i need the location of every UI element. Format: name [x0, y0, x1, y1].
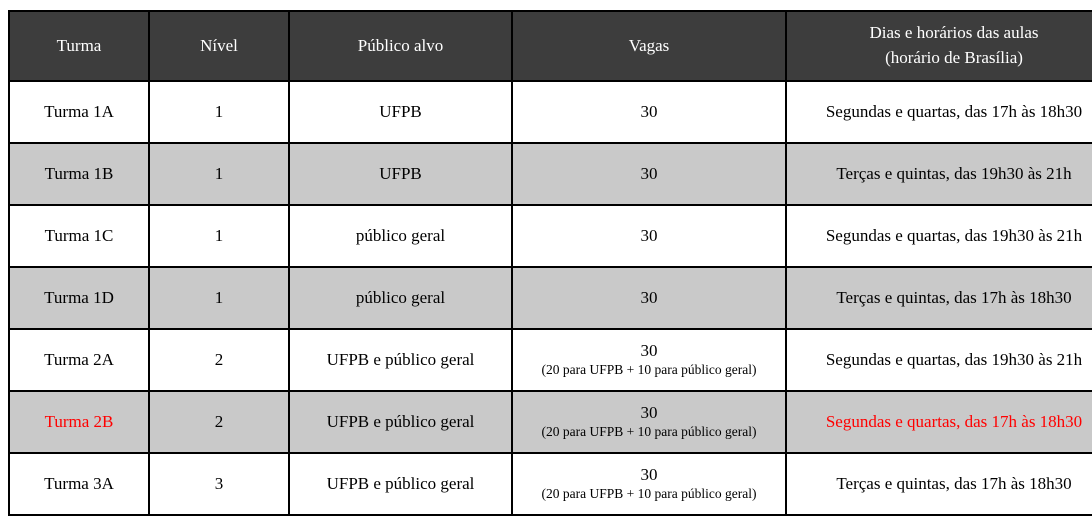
header-cell-turma: Turma: [8, 10, 150, 82]
cell-vagas: 30: [511, 204, 787, 268]
cell-vagas: 30 (20 para UFPB + 10 para público geral): [511, 328, 787, 392]
cell-nivel: 3: [148, 452, 290, 516]
cell-vagas: 30: [511, 266, 787, 330]
table-row: Turma 1A 1 UFPB 30 Segundas e quartas, das 1…: [8, 80, 1092, 144]
table-row: Turma 1C 1 público geral 30 Segundas e quart…: [8, 204, 1092, 268]
cell-vagas: 30 (20 para UFPB + 10 para público geral): [511, 390, 787, 454]
cell-turma: Turma 2A: [8, 328, 150, 392]
cell-nivel: 2: [148, 328, 290, 392]
cell-nivel: 1: [148, 204, 290, 268]
cell-publico-alvo: público geral: [288, 266, 513, 330]
header-cell-nivel: Nível: [148, 10, 290, 82]
cell-turma: Turma 2B: [8, 390, 150, 454]
cell-dias-horarios: Segundas e quartas, das 17h às 18h30: [785, 390, 1092, 454]
cell-nivel: 1: [148, 142, 290, 206]
header-cell-dias-horarios: Dias e horários das aulas (horário de Br…: [785, 10, 1092, 82]
vagas-count: 30: [640, 163, 658, 183]
header-row: Turma Nível Público alvo Vagas Dias e ho…: [8, 10, 1092, 82]
cell-dias-horarios: Terças e quintas, das 19h30 às 21h: [785, 142, 1092, 206]
header-cell-publico-alvo: Público alvo: [288, 10, 513, 82]
vagas-breakdown: (20 para UFPB + 10 para público geral): [541, 423, 757, 439]
vagas-count: 30: [640, 403, 658, 423]
header-dias-line1: Dias e horários das aulas: [869, 23, 1039, 43]
cell-publico-alvo: UFPB e público geral: [288, 452, 513, 516]
cell-dias-horarios: Terças e quintas, das 17h às 18h30: [785, 266, 1092, 330]
cell-vagas: 30: [511, 80, 787, 144]
cell-publico-alvo: UFPB e público geral: [288, 328, 513, 392]
cell-nivel: 2: [148, 390, 290, 454]
vagas-breakdown: (20 para UFPB + 10 para público geral): [541, 361, 757, 377]
cell-nivel: 1: [148, 80, 290, 144]
table-row: Turma 1B 1 UFPB 30 Terças e quintas, das 19h…: [8, 142, 1092, 206]
cell-publico-alvo: UFPB: [288, 80, 513, 144]
table-row: Turma 2B 2 UFPB e público geral 30 (20 para …: [8, 390, 1092, 454]
cell-nivel: 1: [148, 266, 290, 330]
cell-dias-horarios: Segundas e quartas, das 19h30 às 21h: [785, 204, 1092, 268]
vagas-count: 30: [640, 287, 658, 307]
cell-vagas: 30 (20 para UFPB + 10 para público geral): [511, 452, 787, 516]
cell-vagas: 30: [511, 142, 787, 206]
table-row: Turma 1D 1 público geral 30 Terças e quintas…: [8, 266, 1092, 330]
table-body: Turma 1A 1 UFPB 30 Segundas e quartas, das 1…: [8, 80, 1092, 516]
cell-turma: Turma 1C: [8, 204, 150, 268]
header-dias-line2: (horário de Brasília): [885, 48, 1023, 67]
vagas-count: 30: [640, 225, 658, 245]
cell-publico-alvo: público geral: [288, 204, 513, 268]
cell-turma: Turma 1D: [8, 266, 150, 330]
header-cell-vagas: Vagas: [511, 10, 787, 82]
vagas-count: 30: [640, 101, 658, 121]
cell-dias-horarios: Segundas e quartas, das 17h às 18h30: [785, 80, 1092, 144]
cell-turma: Turma 1A: [8, 80, 150, 144]
class-schedule-table: Turma Nível Público alvo Vagas Dias e ho…: [8, 10, 1092, 516]
table-header: Turma Nível Público alvo Vagas Dias e ho…: [8, 10, 1092, 82]
cell-turma: Turma 1B: [8, 142, 150, 206]
cell-dias-horarios: Terças e quintas, das 17h às 18h30: [785, 452, 1092, 516]
cell-turma: Turma 3A: [8, 452, 150, 516]
cell-dias-horarios: Segundas e quartas, das 19h30 às 21h: [785, 328, 1092, 392]
vagas-count: 30: [640, 341, 658, 361]
vagas-count: 30: [640, 465, 658, 485]
table-row: Turma 2A 2 UFPB e público geral 30 (20 para …: [8, 328, 1092, 392]
cell-publico-alvo: UFPB: [288, 142, 513, 206]
table-row: Turma 3A 3 UFPB e público geral 30 (20 para …: [8, 452, 1092, 516]
cell-publico-alvo: UFPB e público geral: [288, 390, 513, 454]
vagas-breakdown: (20 para UFPB + 10 para público geral): [541, 485, 757, 501]
